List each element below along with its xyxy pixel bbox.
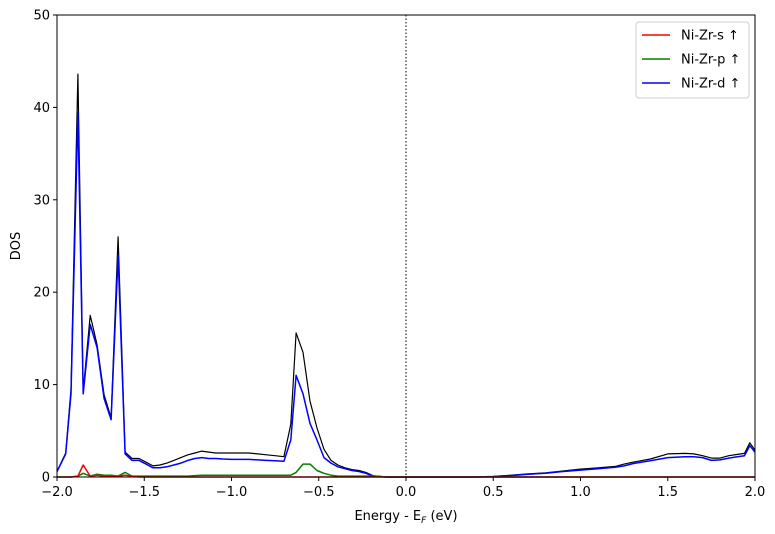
x-axis-label: Energy - EF (eV) (354, 509, 457, 526)
y-tick-label: 50 (33, 9, 50, 24)
y-tick-label: 20 (33, 286, 50, 301)
x-tick-label: 2.0 (745, 485, 766, 500)
legend-label: Ni-Zr-d ↑ (681, 77, 740, 92)
y-tick-label: 10 (33, 378, 50, 393)
legend: Ni-Zr-s ↑ Ni-Zr-p ↑ Ni-Zr-d ↑ (635, 21, 750, 99)
x-axis-label-subscript: F (421, 516, 427, 526)
y-tick-label: 30 (33, 193, 50, 208)
x-tick-label: −1.0 (216, 485, 248, 500)
x-axis-label-main: Energy - E (354, 509, 421, 524)
y-axis-ticks: 0 10 20 30 40 50 (33, 9, 57, 486)
legend-box (635, 21, 750, 99)
x-tick-label: −0.5 (303, 485, 335, 500)
x-tick-label: 1.5 (657, 485, 678, 500)
series-line-ni-zr-d (56, 111, 756, 478)
y-tick-label: 0 (42, 471, 50, 486)
x-axis-label-suffix: (eV) (426, 509, 457, 524)
series-line-total (56, 73, 756, 478)
legend-label: Ni-Zr-s ↑ (681, 29, 739, 44)
y-axis-label: DOS (9, 232, 24, 261)
x-tick-label: 1.0 (570, 485, 591, 500)
x-tick-label: −2.0 (41, 485, 73, 500)
x-tick-label: 0.5 (483, 485, 504, 500)
x-tick-label: 0.0 (396, 485, 417, 500)
x-tick-label: −1.5 (128, 485, 160, 500)
y-tick-label: 40 (33, 101, 50, 116)
legend-label: Ni-Zr-p ↑ (681, 53, 740, 68)
x-axis-ticks: −2.0 −1.5 −1.0 −0.5 0.0 0.5 1.0 1.5 2.0 (41, 477, 765, 500)
